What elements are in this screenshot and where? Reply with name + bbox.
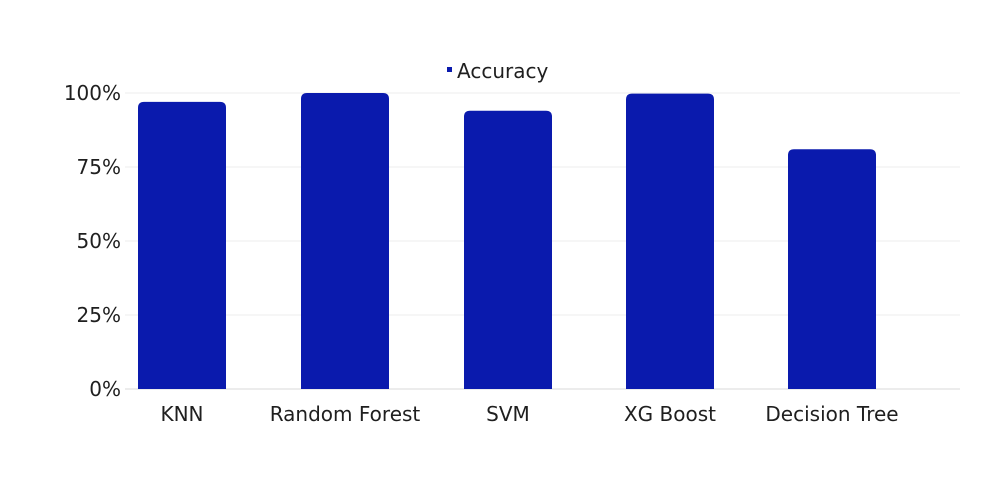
x-tick-label: XG Boost (624, 402, 716, 426)
bar-xg-boost (626, 93, 714, 389)
x-tick-label: KNN (160, 402, 203, 426)
x-axis-ticks: KNN Random Forest SVM XG Boost Decision Tree (160, 402, 898, 426)
bar-knn (138, 101, 226, 389)
y-tick-label: 50% (77, 229, 121, 253)
y-tick-label: 0% (89, 377, 121, 401)
bar-random-forest (301, 93, 389, 389)
x-tick-label: SVM (486, 402, 530, 426)
y-tick-label: 25% (77, 303, 121, 327)
bars (138, 93, 876, 389)
y-tick-label: 75% (77, 155, 121, 179)
x-tick-label: Decision Tree (765, 402, 898, 426)
legend-swatch (447, 67, 452, 72)
bar-decision-tree (788, 149, 876, 389)
legend-label: Accuracy (457, 59, 548, 83)
y-tick-label: 100% (64, 81, 121, 105)
legend: Accuracy (447, 59, 548, 83)
x-tick-label: Random Forest (270, 402, 421, 426)
y-axis-ticks: 0% 25% 50% 75% 100% (64, 81, 121, 401)
bar-svm (464, 110, 552, 389)
